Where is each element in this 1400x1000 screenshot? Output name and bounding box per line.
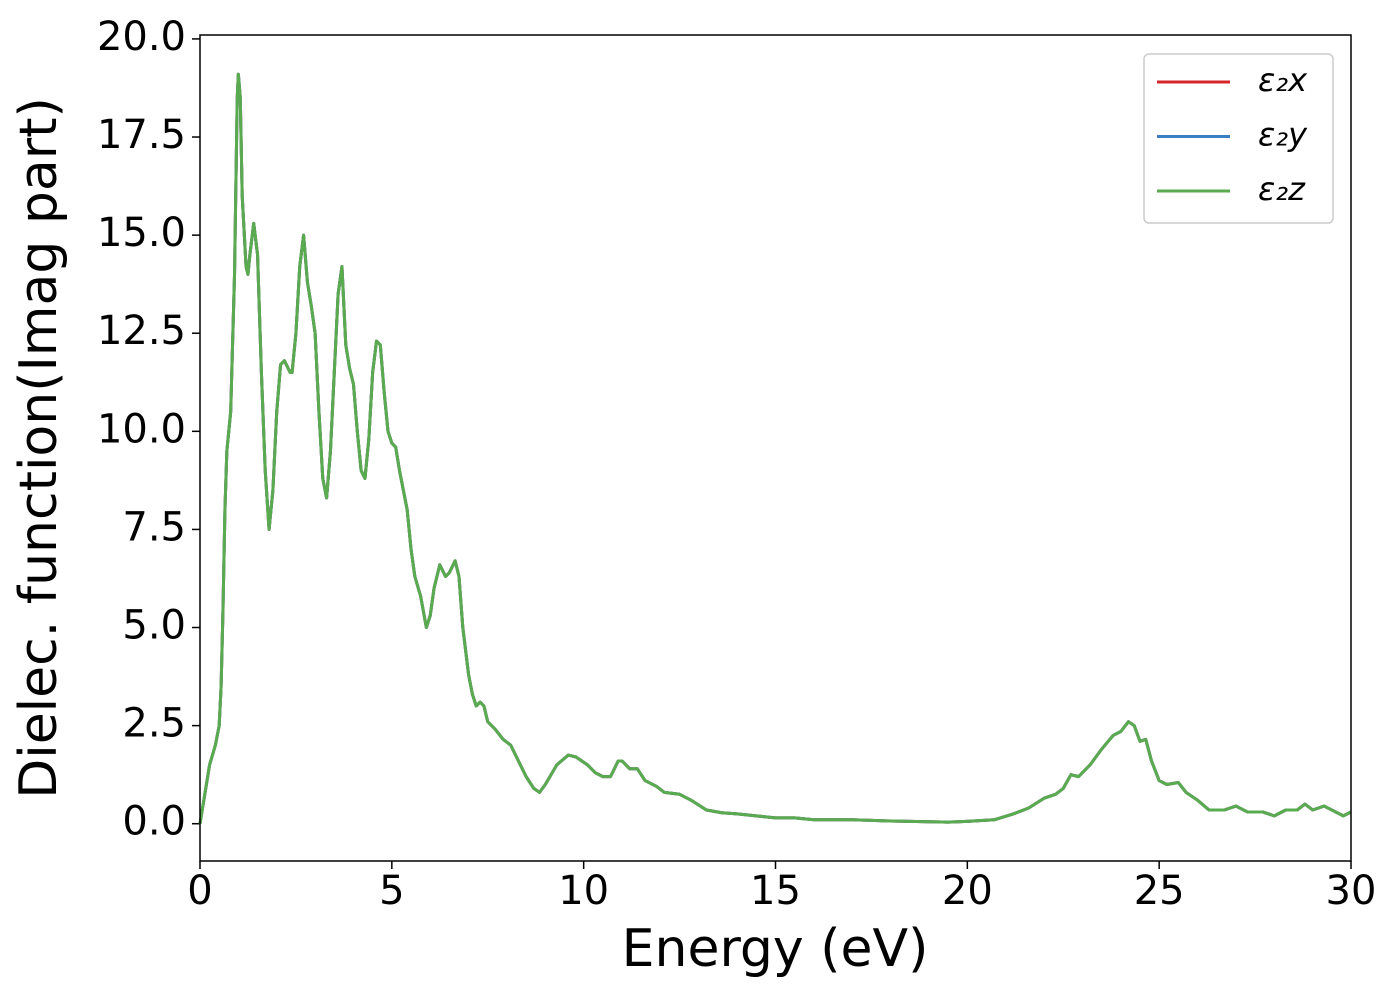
x-tick-label: 20	[942, 868, 993, 914]
x-tick-label: 10	[558, 868, 609, 914]
x-tick-label: 15	[750, 868, 801, 914]
x-tick-label: 0	[187, 868, 212, 914]
legend-box	[1143, 53, 1334, 224]
x-tick-label: 5	[379, 868, 404, 914]
legend-label: ε₂z	[1258, 170, 1306, 208]
y-tick-label: 2.5	[122, 701, 186, 747]
legend-label: ε₂y	[1258, 116, 1308, 154]
y-tick-label: 20.0	[97, 14, 186, 60]
legend-label: ε₂x	[1258, 61, 1308, 99]
x-tick-label: 30	[1326, 868, 1377, 914]
y-tick-label: 17.5	[97, 112, 186, 158]
y-tick-label: 5.0	[122, 603, 186, 649]
y-tick-label: 0.0	[122, 799, 186, 845]
y-tick-label: 10.0	[97, 406, 186, 452]
plot-frame	[199, 34, 1352, 862]
y-tick-label: 15.0	[97, 210, 186, 256]
y-tick-label: 12.5	[97, 308, 186, 354]
x-axis-label: Energy (eV)	[622, 919, 929, 979]
y-axis-label: Dielec. function(Imag part)	[9, 97, 69, 799]
y-tick-label: 7.5	[122, 504, 186, 550]
x-tick-label: 25	[1134, 868, 1185, 914]
data-line	[198, 72, 1352, 824]
